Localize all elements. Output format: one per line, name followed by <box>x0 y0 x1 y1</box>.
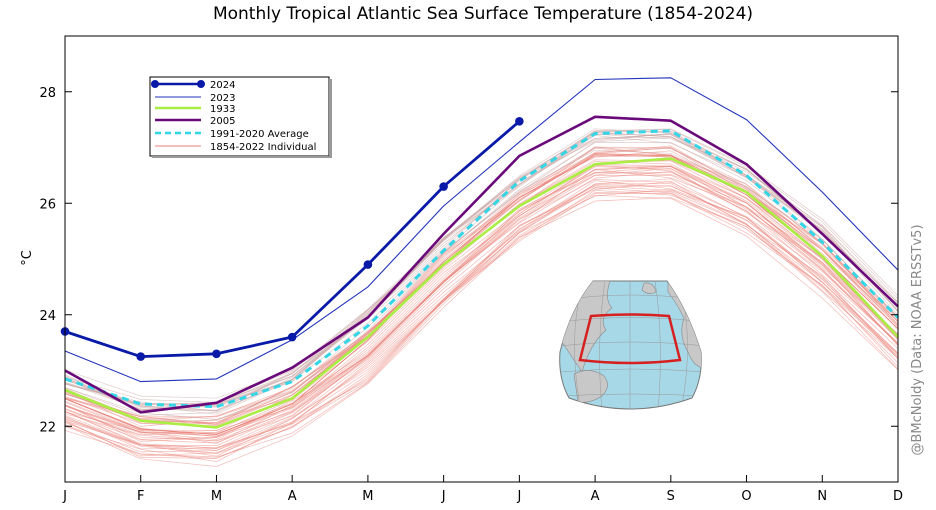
legend-item-1933: 1933 <box>155 104 235 115</box>
individual-year-line <box>64 159 899 426</box>
individual-year-line <box>64 187 899 455</box>
legend-label-individual: 1854-2022 Individual <box>210 142 316 153</box>
individual-year-line <box>64 142 899 421</box>
individual-year-line <box>64 193 899 459</box>
legend-label-2024: 2024 <box>210 80 235 91</box>
marker-2024-point <box>439 182 448 191</box>
individual-year-line <box>64 180 899 448</box>
series-line-2005 <box>64 115 899 414</box>
x-tick-label: O <box>741 489 751 504</box>
individual-year-line <box>64 134 899 412</box>
individual-year-line <box>64 146 899 425</box>
x-tick-label: M <box>362 489 373 504</box>
y-tick-label: 28 <box>39 86 56 101</box>
x-tick-label: A <box>288 489 297 504</box>
x-tick-label: N <box>817 489 827 504</box>
legend-item-average: 1991-2020 Average <box>155 129 309 140</box>
individual-year-line <box>64 178 899 454</box>
x-tick-label: M <box>211 489 222 504</box>
individual-year-line <box>64 183 899 453</box>
marker-2024-point <box>136 352 146 361</box>
y-axis-ticks: 22 24 26 28 <box>39 86 898 435</box>
markers-2024 <box>60 116 524 361</box>
series-line-2023 <box>64 77 899 383</box>
individual-year-line <box>64 197 899 458</box>
legend-item-2024: 2024 <box>151 80 235 91</box>
individual-years-band <box>64 128 899 467</box>
x-tick-label: J <box>516 489 521 504</box>
individual-year-line <box>64 137 899 416</box>
legend-item-2005: 2005 <box>155 116 235 127</box>
y-axis-label: °C <box>20 250 35 266</box>
individual-year-line <box>64 145 899 423</box>
y-tick-label: 24 <box>39 309 56 324</box>
y-tick-label: 26 <box>39 197 56 212</box>
series-line-1933 <box>64 157 899 429</box>
individual-year-line <box>64 194 899 467</box>
individual-year-line <box>64 185 899 457</box>
plot-frame <box>64 35 899 483</box>
legend-label-average: 1991-2020 Average <box>210 129 309 140</box>
marker-2024-point <box>212 349 221 359</box>
individual-year-line <box>64 166 899 440</box>
individual-year-line <box>64 161 899 434</box>
legend: 2024 2023 1933 2005 1991-2020 Average 18… <box>149 76 332 158</box>
legend-label-2005: 2005 <box>210 116 235 127</box>
x-tick-label: A <box>591 489 600 504</box>
legend-item-individual: 1854-2022 Individual <box>155 142 316 153</box>
x-tick-label: F <box>137 489 144 504</box>
individual-year-line <box>64 155 899 436</box>
marker-2024-point <box>363 260 373 269</box>
legend-item-2023: 2023 <box>155 93 235 104</box>
legend-label-2023: 2023 <box>210 93 235 104</box>
chart-title: Monthly Tropical Atlantic Sea Surface Te… <box>213 4 753 24</box>
individual-year-line <box>64 165 899 437</box>
marker-2024-point <box>287 332 297 342</box>
series-line-1991-2020-average <box>64 129 900 409</box>
individual-year-line <box>64 135 899 415</box>
individual-year-line <box>64 171 899 442</box>
x-tick-label: D <box>893 489 903 504</box>
data-credit: @BMcNoldy (Data: NOAA ERSSTv5) <box>910 224 925 455</box>
individual-year-line <box>64 147 899 425</box>
individual-year-line <box>64 184 899 446</box>
y-tick-label: 22 <box>39 420 56 435</box>
marker-2024-point <box>515 116 524 126</box>
tropical-atlantic-map-inset <box>559 280 702 410</box>
legend-label-1933: 1933 <box>210 104 235 115</box>
x-tick-label: J <box>62 489 67 504</box>
x-tick-label: S <box>667 489 675 504</box>
x-tick-label: J <box>441 489 446 504</box>
individual-year-line <box>64 189 899 462</box>
individual-year-line <box>64 132 899 411</box>
individual-year-line <box>64 163 899 434</box>
